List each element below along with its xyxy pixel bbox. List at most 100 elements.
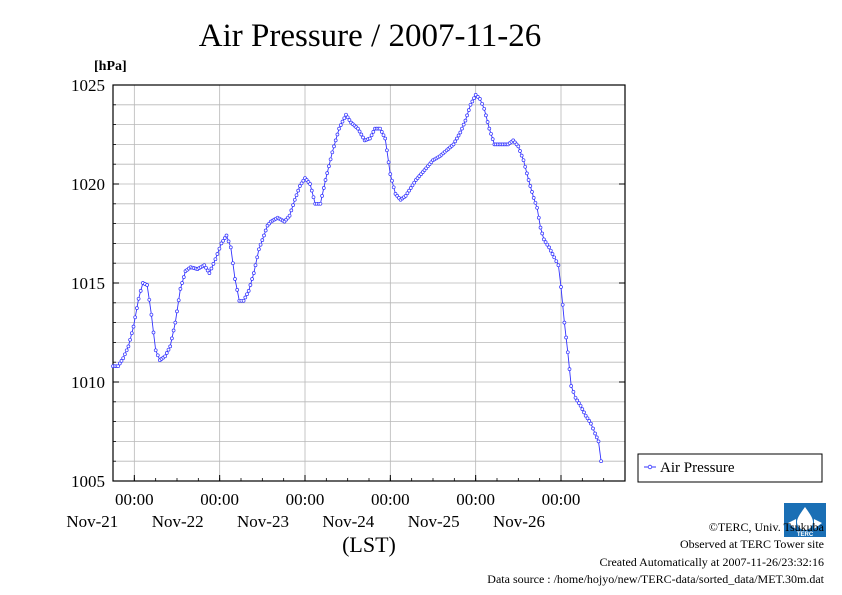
data-point <box>296 188 301 193</box>
data-point <box>594 435 599 440</box>
legend: Air Pressure <box>637 453 823 483</box>
data-point <box>235 288 240 292</box>
data-point <box>311 195 316 200</box>
data-point <box>521 158 526 163</box>
data-point <box>164 351 169 355</box>
data-point <box>323 178 328 182</box>
data-point <box>535 205 539 210</box>
y-tick-label: 1025 <box>71 76 105 95</box>
data-point <box>412 180 417 185</box>
data-point <box>226 239 231 244</box>
data-point <box>391 185 396 190</box>
data-point <box>175 309 179 314</box>
data-point <box>361 135 365 140</box>
data-point <box>246 289 251 293</box>
data-point <box>224 233 229 238</box>
data-point <box>547 245 551 250</box>
data-point <box>468 102 473 107</box>
data-point <box>253 263 258 268</box>
x-tick-time-label: 00:00 <box>371 490 410 509</box>
data-point <box>309 188 314 193</box>
data-point <box>565 350 570 355</box>
data-point <box>461 122 466 127</box>
data-point <box>124 348 129 353</box>
data-point <box>599 459 603 464</box>
data-point <box>170 336 174 341</box>
data-point <box>211 262 216 266</box>
x-tick-time-label: 00:00 <box>286 490 325 509</box>
data-point <box>482 106 487 111</box>
data-point <box>320 194 324 198</box>
x-tick-time-label: 00:00 <box>200 490 239 509</box>
data-point <box>126 344 131 349</box>
data-point <box>215 252 220 256</box>
data-point <box>569 384 574 388</box>
data-point <box>369 133 374 138</box>
data-point <box>559 285 563 289</box>
data-point <box>145 283 149 287</box>
data-point <box>465 113 469 118</box>
data-point <box>523 164 528 169</box>
data-point <box>327 164 331 169</box>
data-point <box>131 324 136 329</box>
data-point <box>119 359 124 363</box>
data-point <box>335 132 340 137</box>
data-point <box>540 231 545 236</box>
data-point <box>255 255 260 260</box>
data-point <box>516 144 521 149</box>
y-unit-label: [hPa] <box>94 59 127 74</box>
data-point <box>453 139 458 144</box>
data-point <box>575 398 580 403</box>
data-point <box>368 136 372 141</box>
observed-text: Observed at TERC Tower site <box>679 537 824 551</box>
data-point <box>207 271 212 275</box>
data-point <box>138 289 143 293</box>
data-point <box>542 237 546 242</box>
data-point <box>180 281 184 285</box>
data-point <box>485 120 490 124</box>
data-point <box>456 133 461 138</box>
data-point <box>583 413 588 418</box>
data-point <box>379 130 384 134</box>
data-point <box>371 130 376 134</box>
data-point <box>567 367 572 371</box>
data-point <box>178 287 183 291</box>
x-tick-time-label: 00:00 <box>456 490 495 509</box>
data-point <box>573 395 578 400</box>
data-point <box>251 271 256 275</box>
x-tick-time-label: 00:00 <box>115 490 154 509</box>
data-point <box>301 178 306 183</box>
data-point <box>151 330 156 335</box>
data-point <box>209 266 214 271</box>
data-point <box>545 242 550 247</box>
data-point <box>245 292 249 297</box>
x-tick-date-label: Nov-25 <box>408 512 460 531</box>
data-point <box>405 191 410 196</box>
data-point <box>181 275 186 279</box>
data-point <box>204 265 208 270</box>
data-point <box>410 183 415 188</box>
data-point <box>205 268 210 273</box>
data-point <box>123 352 127 357</box>
data-point <box>577 401 581 405</box>
data-point <box>490 137 495 141</box>
data-point <box>338 123 343 127</box>
data-point <box>287 213 292 218</box>
data-point <box>356 126 360 131</box>
data-point <box>321 186 326 190</box>
data-point <box>472 96 476 101</box>
data-point <box>231 261 235 266</box>
data-point <box>260 238 265 242</box>
data-point <box>463 118 468 123</box>
legend-label: Air Pressure <box>660 460 735 476</box>
data-point <box>116 364 120 369</box>
data-point <box>149 312 154 317</box>
data-point <box>408 186 413 190</box>
data-point <box>528 184 533 188</box>
x-tick-time-label: 00:00 <box>542 490 581 509</box>
data-point <box>342 116 347 121</box>
data-point <box>531 196 536 200</box>
data-point <box>128 337 132 342</box>
data-point <box>386 160 391 165</box>
data-point <box>250 277 254 281</box>
